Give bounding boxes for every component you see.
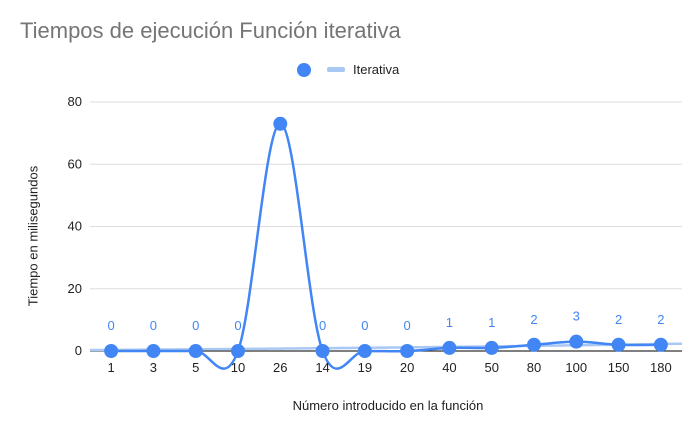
data-label: 0: [361, 318, 368, 333]
data-label: 0: [319, 318, 326, 333]
data-label: 0: [150, 318, 157, 333]
data-point: [146, 344, 161, 358]
data-label: 1: [488, 315, 495, 330]
y-tick-label: 60: [68, 156, 82, 171]
data-point: [527, 337, 541, 352]
data-point: [653, 337, 668, 352]
data-point: [231, 344, 245, 358]
y-tick-label: 80: [68, 94, 82, 109]
data-point: [104, 344, 119, 358]
x-tick-label: 80: [527, 360, 541, 375]
x-tick-label: 5: [192, 360, 199, 375]
y-tick-label: 40: [68, 219, 82, 234]
legend: Iterativa: [297, 62, 399, 77]
data-label: 3: [573, 309, 580, 324]
legend-marker-icon: [297, 62, 311, 77]
data-label: 1: [446, 315, 453, 330]
data-point: [442, 340, 457, 355]
series-line: [111, 122, 661, 370]
data-point: [273, 116, 288, 131]
x-tick-label: 10: [231, 360, 245, 375]
x-tick-label: 1: [108, 360, 115, 375]
x-tick-label: 180: [650, 360, 672, 375]
x-tick-label: 50: [484, 360, 498, 375]
data-point: [188, 344, 203, 358]
trendline-layer: [90, 342, 682, 352]
y-tick-label: 0: [75, 343, 82, 358]
data-point: [315, 344, 330, 358]
x-tick-label: 19: [358, 360, 372, 375]
data-label: 0: [234, 318, 241, 333]
data-label: 0: [108, 318, 115, 333]
series-layer: [104, 116, 668, 370]
data-label: 0: [192, 318, 199, 333]
data-point: [400, 344, 415, 358]
x-axis-title: Número introducido en la función: [292, 398, 484, 413]
x-tick-label: 26: [273, 360, 287, 375]
data-label: 0: [404, 318, 411, 333]
x-tick-label: 3: [150, 360, 157, 375]
data-label: 2: [530, 312, 537, 327]
y-tick-label: 20: [68, 281, 82, 296]
data-label: 2: [615, 312, 622, 327]
trendline: [90, 342, 682, 352]
data-point: [569, 334, 584, 349]
x-tick-label: 40: [442, 360, 456, 375]
x-tick-label: 14: [315, 360, 329, 375]
chart-title: Tiempos de ejecución Función iterativa: [20, 18, 401, 43]
legend-trendline-icon: [327, 67, 345, 72]
data-label: 2: [657, 312, 664, 327]
x-tick-label: 100: [565, 360, 587, 375]
data-point: [611, 337, 626, 352]
x-tick-label: 150: [608, 360, 630, 375]
x-tick-label: 20: [400, 360, 414, 375]
data-point: [484, 340, 499, 355]
labels-layer: 1 3 5 10 26 14 19 20 40 50 80 100 150 180 0 0 0 0 0 0 0 1 1 2 3 2…: [108, 309, 672, 375]
data-point: [357, 344, 372, 358]
legend-label: Iterativa: [353, 62, 400, 77]
